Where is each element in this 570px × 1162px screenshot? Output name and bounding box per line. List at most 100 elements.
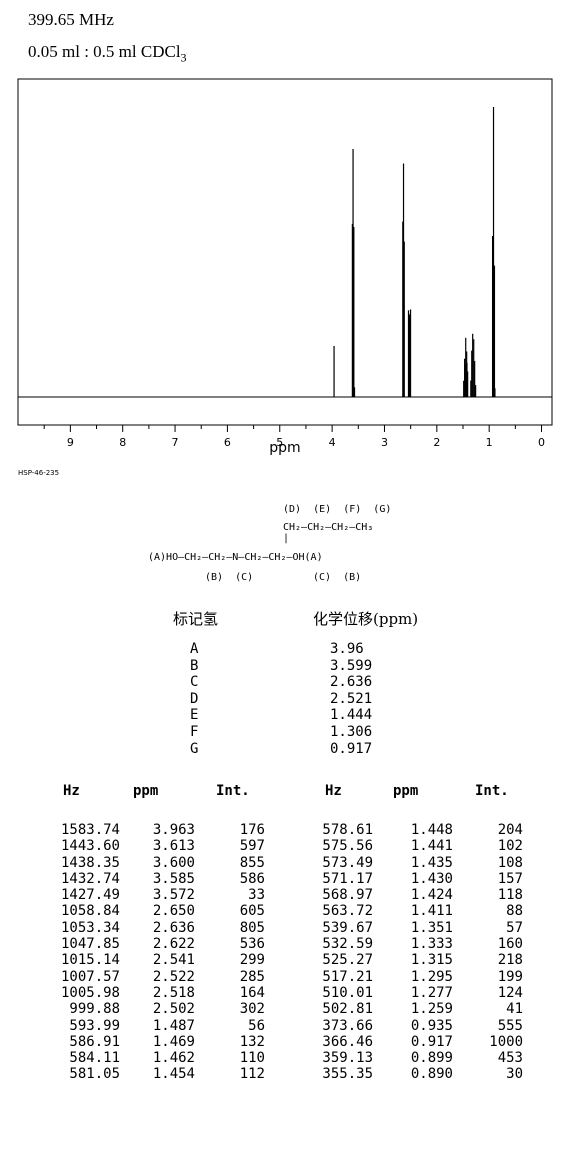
peak-ppm: 2.518 [152, 984, 195, 1001]
peak-int: 102 [497, 838, 523, 855]
peak-ppm: 0.917 [410, 1033, 453, 1050]
structure-labels-left: (B) (C) [205, 572, 254, 583]
peak-int: 453 [497, 1050, 523, 1067]
peak-int: 118 [497, 887, 523, 904]
peak-ppm: 1.277 [410, 984, 453, 1001]
peak-hz: 366.46 [322, 1033, 373, 1050]
shift-label: C [190, 674, 199, 691]
x-tick-label: 2 [433, 436, 440, 449]
peak-hz: 539.67 [322, 919, 373, 936]
shift-value: 2.521 [330, 690, 373, 707]
peak-ppm: 0.890 [410, 1066, 453, 1083]
spectrum-code: HSP-46-235 [18, 469, 60, 477]
peak-hz: 1053.34 [60, 919, 120, 936]
peak-int: 218 [497, 952, 523, 969]
structure-labels-top: (D) (E) (F) (G) [283, 504, 392, 515]
sample-concentration: 0.05 ml : 0.5 ml CDCl3 [28, 42, 187, 65]
peak-int: 302 [239, 1001, 265, 1018]
peak-int: 536 [239, 936, 265, 953]
peak-hz: 1443.60 [60, 838, 120, 855]
peak-header-ppm-right: ppm [393, 783, 419, 799]
peak-ppm: 1.333 [410, 936, 453, 953]
peak-int: 41 [506, 1001, 523, 1018]
structure-bond: | [283, 533, 290, 544]
shift-value: 3.599 [330, 657, 373, 674]
peak-col-ppm-left: 3.963 3.613 3.600 3.585 3.572 2.650 2.636 2.622… [120, 822, 195, 1083]
shift-label: F [190, 723, 199, 740]
peak-int: 157 [497, 870, 523, 887]
peak-header-int-right: Int. [475, 783, 509, 799]
peak-int: 555 [497, 1017, 523, 1034]
x-tick-label: 6 [224, 436, 231, 449]
peak-hz: 355.35 [322, 1066, 373, 1083]
peak-int: 285 [239, 968, 265, 985]
peak-hz: 575.56 [322, 838, 373, 855]
shift-value: 1.306 [330, 723, 373, 740]
peak-int: 805 [239, 919, 265, 936]
peak-ppm: 1.315 [410, 952, 453, 969]
peak-header-hz-left: Hz [63, 783, 80, 799]
peak-int: 855 [239, 854, 265, 871]
x-axis-label: ppm [269, 440, 300, 456]
peak-hz: 1432.74 [60, 870, 120, 887]
shift-label: A [190, 641, 199, 657]
peak-hz: 571.17 [322, 870, 373, 887]
peak-hz: 510.01 [322, 984, 373, 1001]
plot-frame [17, 78, 553, 426]
peak-int: 597 [239, 838, 265, 855]
peak-ppm: 1.430 [410, 870, 453, 887]
peak-int: 30 [506, 1066, 523, 1083]
peak-hz: 581.05 [69, 1066, 120, 1083]
peak-ppm: 1.469 [152, 1033, 195, 1050]
shift-value: 0.917 [330, 740, 373, 757]
spectrometer-frequency: 399.65 MHz [28, 10, 114, 29]
peak-hz: 584.11 [69, 1050, 120, 1067]
sample-concentration-main: 0.05 ml : 0.5 ml CDCl [28, 42, 181, 61]
peak-col-int-left: 176 597 855 586 33 605 805 536 299 285 164 302 56 132… [195, 822, 265, 1083]
x-tick-label: 1 [486, 436, 493, 449]
peak-int: 108 [497, 854, 523, 871]
peak-header-hz-right: Hz [325, 783, 342, 799]
peak-hz: 593.99 [69, 1017, 120, 1034]
peak-col-int-right: 204 102 108 157 118 88 57 160 218 199 124 41 555 1000… [453, 822, 523, 1083]
shift-label: E [190, 707, 199, 724]
x-tick-label: 8 [119, 436, 126, 449]
shift-value: 2.636 [330, 674, 373, 691]
peak-ppm: 1.259 [410, 1001, 453, 1018]
peak-hz: 568.97 [322, 887, 373, 904]
x-tick-label: 9 [67, 436, 74, 449]
shift-label: D [190, 690, 199, 707]
peak-int: 56 [248, 1017, 265, 1034]
peak-hz: 373.66 [322, 1017, 373, 1034]
peak-ppm: 2.522 [152, 968, 195, 985]
peak-hz: 525.27 [322, 952, 373, 969]
structure-labels-right: (C) (B) [313, 572, 362, 583]
peak-hz: 1438.35 [60, 854, 120, 871]
peak-ppm: 1.411 [410, 903, 453, 920]
peak-col-ppm-right: 1.448 1.441 1.435 1.430 1.424 1.411 1.351 1.333… [373, 822, 453, 1083]
x-tick-label: 0 [538, 436, 545, 449]
peak-int: 33 [248, 887, 265, 904]
x-tick-label: 3 [381, 436, 388, 449]
peak-ppm: 2.502 [152, 1001, 195, 1018]
peak-ppm: 0.935 [410, 1017, 453, 1034]
peak-hz: 1427.49 [60, 887, 120, 904]
peak-hz: 1015.14 [60, 952, 120, 969]
peak-int: 199 [497, 968, 523, 985]
peak-int: 176 [239, 822, 265, 838]
peak-hz: 578.61 [322, 822, 373, 838]
peak-int: 299 [239, 952, 265, 969]
peak-ppm: 1.424 [410, 887, 453, 904]
structure-main: (A)HO—CH₂—CH₂—N—CH₂—CH₂—OH(A) [148, 552, 323, 563]
peak-ppm: 3.963 [152, 822, 195, 838]
peak-hz: 1583.74 [60, 822, 120, 838]
shift-table-header-shift: 化学位移(ppm) [313, 610, 419, 628]
peak-ppm: 2.541 [152, 952, 195, 969]
peak-int: 1000 [489, 1033, 523, 1050]
peak-int: 112 [239, 1066, 265, 1083]
nmr-spectrum-chart: 9 8 7 6 5 4 3 2 1 0 ppm [17, 78, 553, 456]
peak-hz: 359.13 [322, 1050, 373, 1067]
peak-ppm: 1.454 [152, 1066, 195, 1083]
peak-ppm: 1.295 [410, 968, 453, 985]
